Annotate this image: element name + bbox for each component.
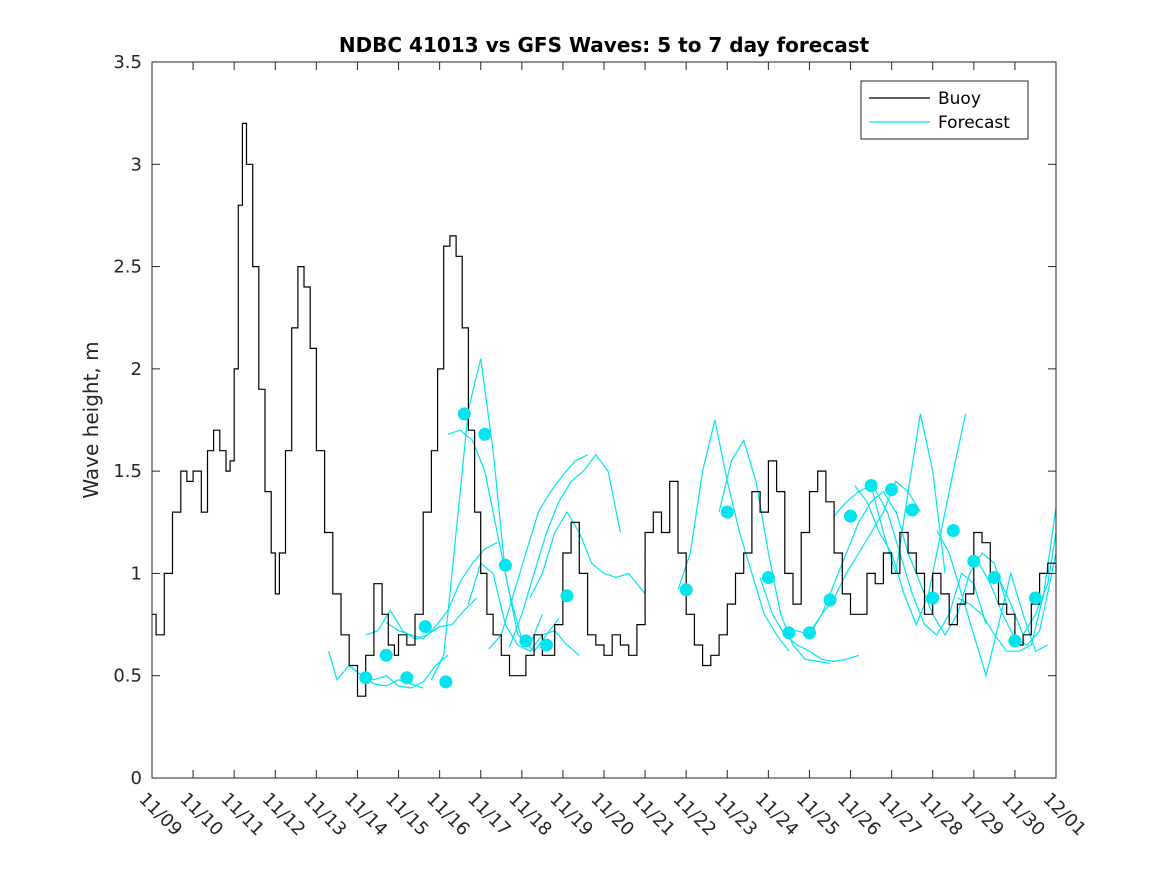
forecast-line xyxy=(854,413,967,627)
y-tick-label: 2 xyxy=(131,359,142,380)
forecast-start-marker xyxy=(519,634,533,648)
legend-box xyxy=(860,80,1029,140)
forecast-start-marker xyxy=(844,509,857,523)
forecast-line xyxy=(957,507,1057,652)
plot-background xyxy=(152,62,1056,778)
forecast-start-marker xyxy=(498,558,512,572)
forecast-line xyxy=(365,597,478,640)
forecast-line xyxy=(488,454,588,650)
forecast-line xyxy=(759,577,859,663)
forecast-start-marker xyxy=(418,620,432,634)
forecast-start-marker xyxy=(926,591,940,605)
forecast-start-marker xyxy=(864,479,878,492)
forecast-start-marker xyxy=(761,571,775,584)
forecast-line xyxy=(467,562,580,656)
forecast-start-marker xyxy=(1029,591,1042,605)
forecast-start-marker xyxy=(359,671,373,685)
y-tick-label: 1.5 xyxy=(113,461,142,482)
y-tick-label: 0.5 xyxy=(113,666,142,687)
forecast-start-marker xyxy=(400,671,414,685)
buoy-line xyxy=(152,122,1057,697)
forecast-line xyxy=(718,439,831,664)
forecast-start-marker xyxy=(782,626,796,640)
forecast-line xyxy=(385,542,498,640)
y-tick-label: 3.5 xyxy=(113,52,142,73)
y-axis-label: Wave height, m xyxy=(79,341,103,498)
forecast-start-marker xyxy=(560,589,574,603)
forecast-start-marker xyxy=(946,524,960,537)
y-axis: 0 0.5 1 1.5 2 2.5 3 3.5 xyxy=(113,52,1056,789)
forecast-start-marker xyxy=(478,427,492,441)
forecast-start-marker xyxy=(823,593,837,607)
forecast-start-marker xyxy=(905,503,919,517)
forecast-line xyxy=(508,453,621,648)
legend-forecast-label: Forecast xyxy=(938,113,1010,133)
forecast-line xyxy=(677,419,790,652)
forecast-line xyxy=(936,530,1049,678)
y-tick-label: 1 xyxy=(131,563,142,584)
forecast-start-marker xyxy=(439,675,453,689)
y-tick-label: 3 xyxy=(131,154,142,175)
legend-buoy-label: Buoy xyxy=(938,89,981,109)
forecast-start-marker xyxy=(540,638,553,652)
y-tick-label: 0 xyxy=(131,768,142,789)
chart-title: NDBC 41013 vs GFS Waves: 5 to 7 day fore… xyxy=(339,33,870,57)
plot-area xyxy=(151,61,1057,779)
forecast-line xyxy=(997,532,1057,637)
forecast-start-marker xyxy=(967,554,981,568)
forecast-start-marker xyxy=(885,483,899,497)
forecast-start-marker xyxy=(1008,634,1022,648)
forecast-start-marker xyxy=(457,407,471,421)
y-tick-label: 2.5 xyxy=(113,257,142,278)
forecast-start-marker xyxy=(987,571,1001,584)
forecast-markers xyxy=(359,407,1042,689)
forecast-start-marker xyxy=(720,505,734,519)
forecast-line xyxy=(529,510,646,599)
legend: Buoy Forecast xyxy=(860,80,1029,140)
forecast-start-marker xyxy=(803,626,816,640)
buoy-series xyxy=(152,122,1057,697)
forecast-start-marker xyxy=(379,648,393,662)
forecast-start-marker xyxy=(679,583,693,597)
